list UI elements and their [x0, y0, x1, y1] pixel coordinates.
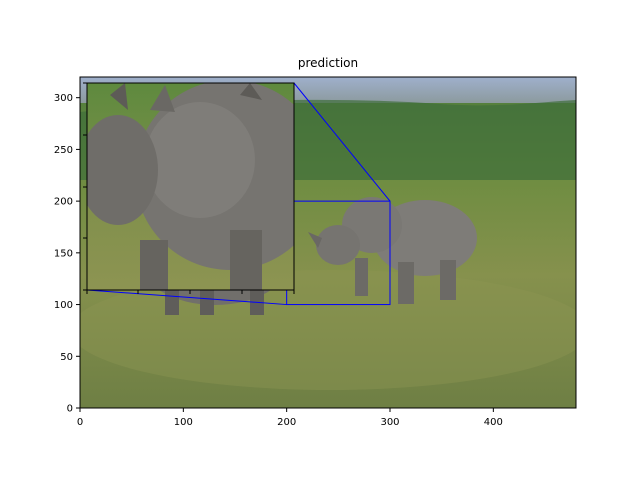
y-tick-label: 250: [54, 145, 73, 156]
x-tick-label: 0: [77, 417, 83, 428]
y-tick-label: 150: [54, 248, 73, 259]
chart-title: prediction: [298, 56, 358, 70]
inset-axes: [83, 82, 295, 294]
axes-frame: [79, 76, 577, 409]
x-tick-label: 400: [484, 417, 503, 428]
x-axis: 0 100 200 300 400: [77, 408, 503, 428]
y-tick-label: 200: [54, 197, 73, 208]
x-tick-label: 200: [277, 417, 296, 428]
y-tick-label: 100: [54, 300, 73, 311]
zoom-connector-bottom: [86, 289, 287, 306]
zoom-connector-top: [293, 82, 391, 202]
x-tick-label: 100: [174, 417, 193, 428]
y-axis: 0 50 100 150 200 250 300: [54, 93, 80, 415]
y-tick-label: 300: [54, 93, 73, 104]
x-tick-label: 300: [380, 417, 399, 428]
y-tick-label: 50: [60, 352, 73, 363]
y-tick-label: 0: [67, 404, 73, 415]
rhino-shape: [308, 197, 477, 304]
